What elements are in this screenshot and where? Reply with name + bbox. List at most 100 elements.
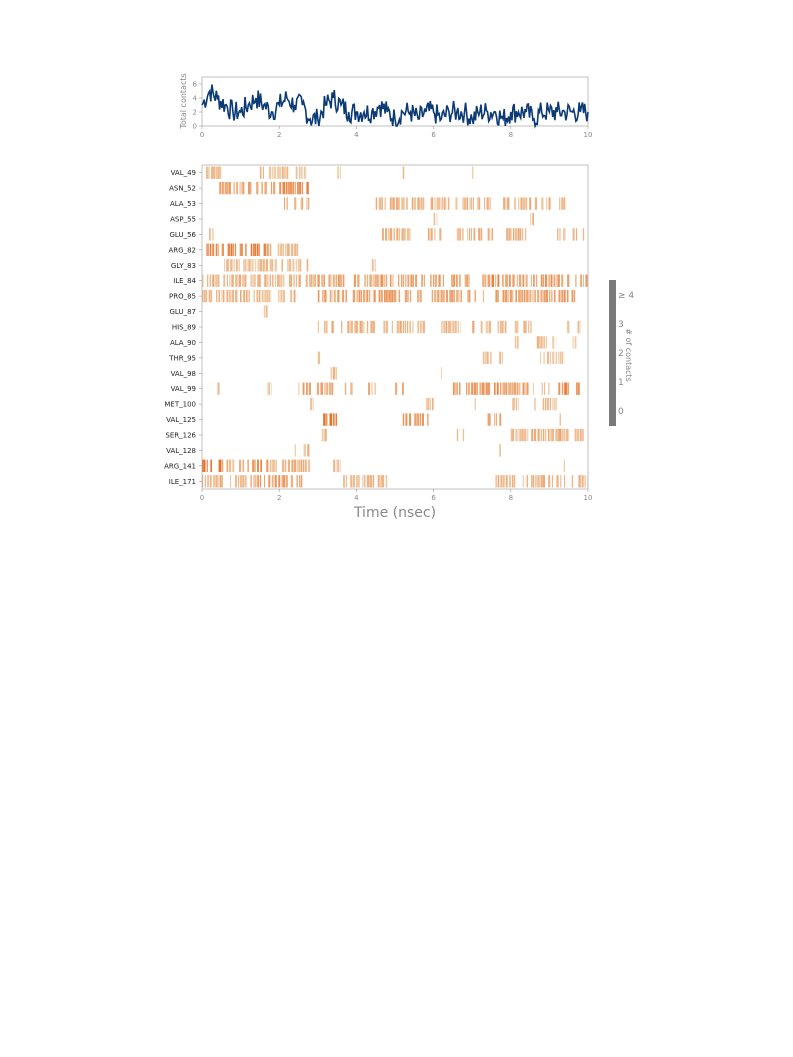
contact-mark <box>202 289 204 303</box>
residue-label: MET_100 <box>164 401 196 409</box>
contact-mark <box>466 382 468 395</box>
contact-mark <box>285 475 287 488</box>
contact-mark <box>244 259 247 272</box>
contact-mark <box>573 289 576 303</box>
contact-mark <box>566 428 569 442</box>
contact-mark <box>472 320 475 334</box>
contact-mark <box>525 274 528 287</box>
contact-mark <box>556 397 558 411</box>
contact-mark <box>203 459 206 472</box>
contact-mark <box>258 274 261 287</box>
contact-mark <box>357 274 360 287</box>
contact-mark <box>531 475 533 488</box>
contact-mark <box>458 228 460 241</box>
contact-mark <box>543 289 546 303</box>
contact-mark <box>534 397 536 411</box>
contact-mark <box>450 320 452 334</box>
contact-mark <box>255 475 257 488</box>
contact-mark <box>298 274 301 287</box>
contact-mark <box>511 382 514 395</box>
contact-mark <box>544 274 548 287</box>
contact-mark <box>217 243 219 256</box>
contact-mark <box>292 259 295 272</box>
contact-mark <box>361 289 362 303</box>
contact-mark <box>549 397 551 411</box>
contact-mark <box>347 320 350 334</box>
colorbar-tick-label: 0 <box>618 407 624 417</box>
contact-mark <box>324 382 326 395</box>
top-y-tick-label: 0 <box>193 123 197 131</box>
contact-mark <box>435 289 437 303</box>
contact-mark <box>443 320 445 334</box>
contact-mark <box>275 459 277 472</box>
contact-mark <box>425 397 428 411</box>
contact-mark <box>353 274 356 287</box>
residue-label: VAL_125 <box>166 416 196 424</box>
contact-mark <box>443 197 446 210</box>
contact-mark <box>292 181 294 195</box>
contact-mark <box>505 289 508 303</box>
contact-mark <box>488 320 492 334</box>
contact-mark <box>363 289 365 303</box>
residue-label: ASN_52 <box>169 185 196 193</box>
contact-mark <box>547 428 550 442</box>
contact-mark <box>459 274 461 287</box>
contact-mark <box>438 197 441 210</box>
contact-mark <box>274 475 277 488</box>
contact-mark <box>313 397 314 411</box>
contact-mark <box>256 181 259 195</box>
contact-mark <box>470 228 472 241</box>
contact-mark <box>396 320 399 334</box>
residue-label: SER_126 <box>165 432 196 440</box>
contact-mark <box>331 289 333 303</box>
contact-mark <box>303 166 305 179</box>
contact-mark <box>540 274 543 287</box>
contact-mark <box>572 228 575 241</box>
contact-mark <box>223 289 225 303</box>
contact-mark <box>238 259 240 272</box>
contact-mark <box>548 274 550 287</box>
contact-mark <box>378 274 380 287</box>
contact-mark <box>291 243 294 256</box>
top-x-tick-label: 2 <box>277 131 281 139</box>
contact-mark <box>469 197 471 210</box>
contact-mark <box>561 289 564 303</box>
contact-mark <box>344 382 347 395</box>
contact-mark <box>305 274 308 287</box>
contact-mark <box>278 475 281 488</box>
contact-mark <box>441 197 444 210</box>
contact-mark <box>513 382 517 395</box>
contact-mark <box>544 428 547 442</box>
contact-mark <box>401 228 404 241</box>
contact-mark <box>458 289 460 303</box>
contact-mark <box>546 336 548 349</box>
contact-mark <box>557 228 559 241</box>
contact-mark <box>523 320 526 334</box>
contact-mark <box>254 243 257 256</box>
contact-mark <box>317 274 318 287</box>
contact-mark <box>302 459 305 472</box>
contact-mark <box>540 475 543 488</box>
contact-mark <box>299 475 301 488</box>
top-plot-frame <box>201 76 589 127</box>
contact-mark <box>536 336 540 349</box>
contact-mark <box>372 320 375 334</box>
contact-mark <box>431 289 434 303</box>
contact-mark <box>377 475 380 488</box>
contact-mark <box>237 475 239 488</box>
contact-mark <box>399 320 402 334</box>
contact-mark <box>403 228 405 241</box>
contact-mark <box>332 274 335 287</box>
contact-mark <box>270 181 273 195</box>
contact-mark <box>532 475 535 488</box>
contact-mark <box>502 289 505 303</box>
contact-mark <box>497 320 499 334</box>
contact-mark <box>512 274 515 287</box>
contact-mark <box>304 166 307 179</box>
contact-mark <box>338 459 340 472</box>
contact-mark <box>486 197 489 210</box>
contact-mark <box>501 320 504 334</box>
contact-mark <box>455 274 458 287</box>
contact-mark <box>427 413 429 426</box>
contact-mark <box>264 289 267 303</box>
